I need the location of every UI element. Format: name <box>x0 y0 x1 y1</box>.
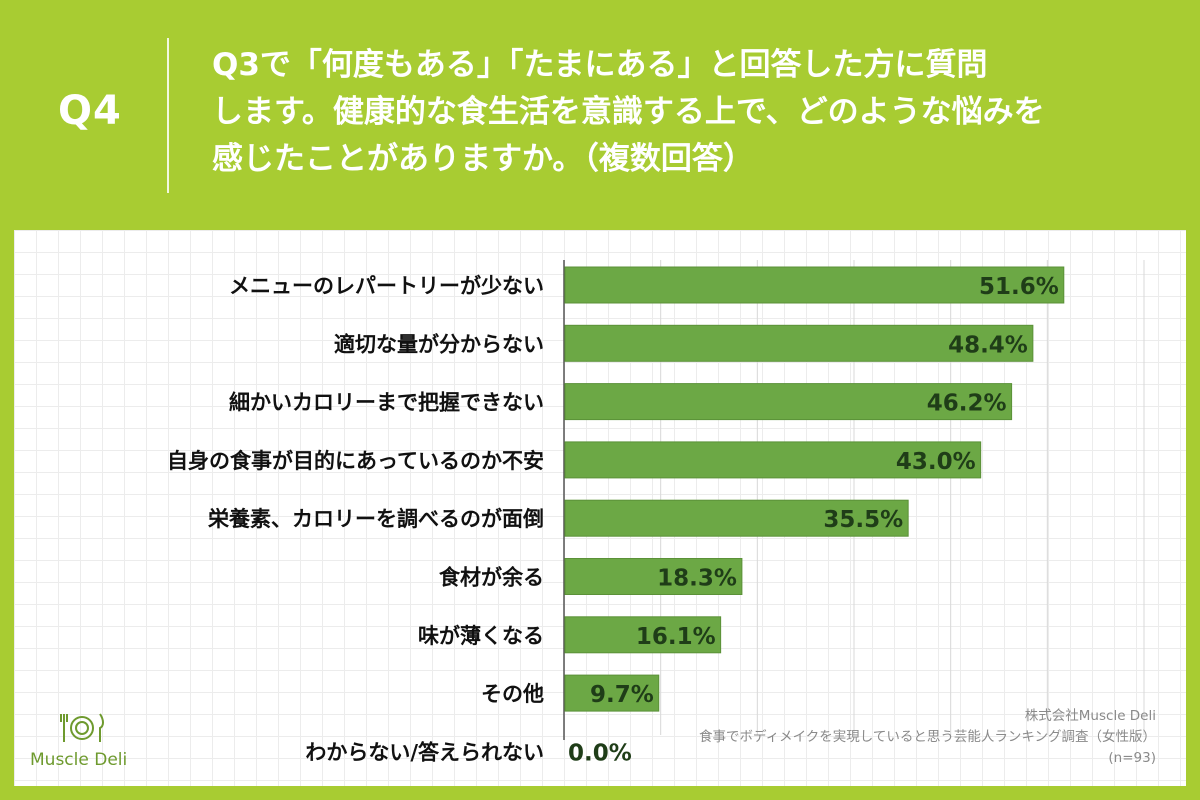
chart-panel: メニューのレパートリーが少ない 51.6% 適切な量が分からない 48.4% 細かいカロ… <box>14 230 1186 786</box>
data-label: 18.3% <box>657 566 737 592</box>
data-label: 9.7% <box>590 682 654 708</box>
data-label: 35.5% <box>823 507 903 533</box>
bar <box>564 616 722 654</box>
bar <box>564 674 660 712</box>
question-text: Q3で「何度もある」「たまにある」と回答した方に質問 します。健康的な食生活を意… <box>212 47 1045 177</box>
bar <box>564 441 982 479</box>
survey-source: 株式会社Muscle Deli 食事でボディメイクを実現していると思う芸能人ラン… <box>699 706 1156 769</box>
fork-knife-plate-icon <box>60 713 104 742</box>
category-label: 食材が余る <box>439 566 544 590</box>
category-label: 細かいカロリーまで把握できない <box>229 391 544 415</box>
category-label: 適切な量が分からない <box>334 332 544 356</box>
data-label: 46.2% <box>927 391 1007 417</box>
header-divider <box>167 38 169 193</box>
bar <box>564 266 1065 304</box>
question-number: Q4 <box>58 88 122 134</box>
category-label: 味が薄くなる <box>418 624 544 648</box>
bar-chart: メニューのレパートリーが少ない 51.6% 適切な量が分からない 48.4% 細かいカロ… <box>167 260 1145 766</box>
data-label: 51.6% <box>979 274 1059 300</box>
category-label: 栄養素、カロリーを調べるのが面倒 <box>207 507 544 531</box>
survey-title: 食事でボディメイクを実現していると思う芸能人ランキング調査（女性版） <box>699 729 1156 745</box>
data-label: 0.0% <box>568 740 632 766</box>
category-label: 自身の食事が目的にあっているのか不安 <box>167 449 544 473</box>
data-label: 43.0% <box>896 449 976 475</box>
category-label: その他 <box>481 682 544 706</box>
bar <box>564 499 909 537</box>
bar <box>564 324 1034 362</box>
sample-size: (n=93) <box>1108 750 1156 766</box>
brand-logo: Muscle Deli <box>28 710 148 780</box>
category-label: わからない/答えられない <box>305 740 544 764</box>
company-name: 株式会社Muscle Deli <box>1024 708 1156 724</box>
data-label: 16.1% <box>636 624 716 650</box>
category-label: メニューのレパートリーが少ない <box>229 274 544 298</box>
question-header: Q4 Q3で「何度もある」「たまにある」と回答した方に質問 します。健康的な食生… <box>0 0 1200 230</box>
bar <box>564 558 743 595</box>
brand-name: Muscle Deli <box>30 750 128 770</box>
data-label: 48.4% <box>948 332 1028 358</box>
bar <box>564 383 1013 421</box>
